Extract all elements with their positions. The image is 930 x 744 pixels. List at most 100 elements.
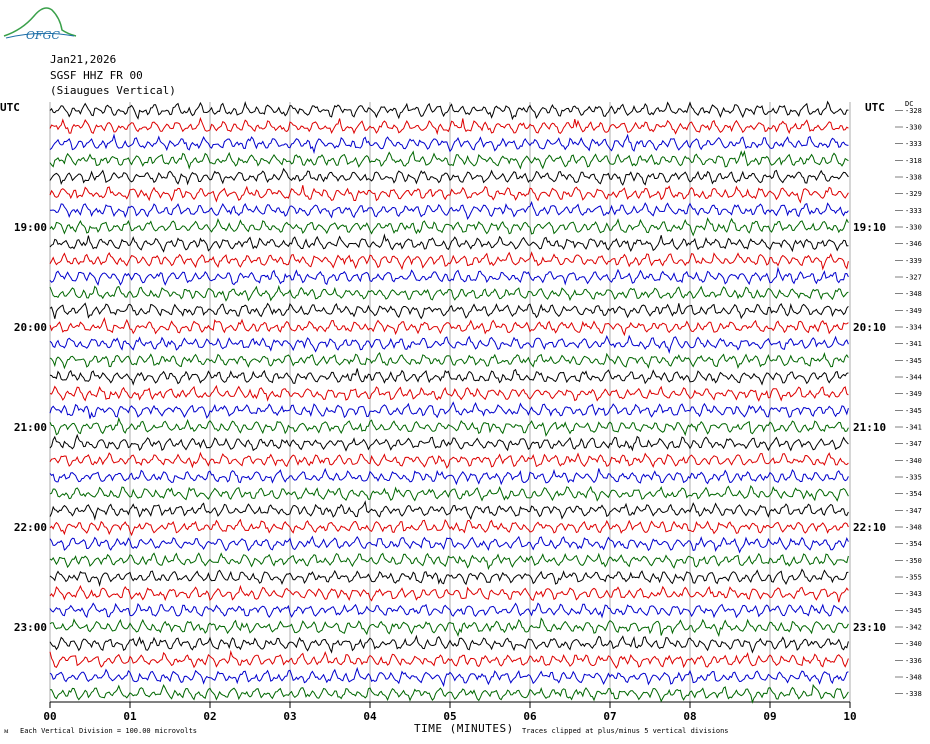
right-hour-label: 21:10: [853, 421, 886, 434]
dc-offset-label: -346: [905, 240, 922, 248]
x-tick-label: 04: [363, 710, 377, 723]
dc-offset-label: -330: [905, 124, 922, 132]
dc-offset-label: -327: [905, 274, 922, 282]
trace-line: [49, 167, 849, 186]
dc-offset-label: -343: [905, 590, 922, 598]
dc-offset-label: -330: [905, 224, 922, 232]
trace-line: [49, 284, 849, 302]
logo: OFGC: [3, 7, 77, 42]
dc-offset-label: -349: [905, 390, 922, 398]
trace-line: [49, 518, 849, 537]
trace-line: [49, 634, 849, 654]
dc-offset-label: -348: [905, 674, 922, 682]
trace-line: [50, 200, 849, 220]
trace-line: [49, 302, 849, 320]
x-tick-label: 06: [523, 710, 537, 723]
right-hour-label: 20:10: [853, 321, 886, 334]
dc-offset-label: -329: [905, 190, 922, 198]
dc-label: DC: [905, 100, 913, 108]
dc-offset-label: -355: [905, 574, 922, 582]
x-tick-label: 00: [43, 710, 56, 723]
x-tick-label: 03: [283, 710, 296, 723]
trace-line: [49, 150, 849, 170]
trace-line: [49, 266, 849, 287]
left-hour-label: 23:00: [14, 621, 47, 634]
right-hour-label: 22:10: [853, 521, 886, 534]
trace-line: [49, 116, 849, 136]
trace-line: [49, 451, 849, 469]
x-tick-label: 02: [203, 710, 216, 723]
x-tick-label: 08: [683, 710, 696, 723]
corner-mark: ᴍ: [4, 727, 9, 735]
trace-line: [49, 568, 849, 587]
trace-line: [49, 316, 849, 337]
trace-line: [49, 185, 849, 204]
dc-offset-label: -334: [905, 324, 922, 332]
trace-line: [49, 617, 849, 638]
x-tick-label: 07: [603, 710, 616, 723]
trace-line: [49, 416, 849, 437]
trace-line: [50, 683, 849, 704]
logo-text: OFGC: [26, 29, 60, 42]
trace-line: [49, 552, 849, 571]
dc-offset-label: -333: [905, 140, 922, 148]
dc-offset-label: -341: [905, 340, 922, 348]
trace-line: [49, 368, 849, 386]
x-tick-label: 01: [123, 710, 137, 723]
dc-offset-label: -354: [905, 490, 922, 498]
dc-offset-label: -354: [905, 540, 922, 548]
dc-offset-label: -338: [905, 174, 922, 182]
left-hour-label: 20:00: [14, 321, 47, 334]
x-tick-label: 05: [443, 710, 456, 723]
dc-offset-label: -342: [905, 624, 922, 632]
header-date: Jan21,2026: [50, 53, 117, 66]
dc-offset-label: -336: [905, 657, 922, 665]
trace-line: [49, 500, 849, 521]
dc-offset-label: -333: [905, 207, 922, 215]
dc-offset-label: -349: [905, 307, 922, 315]
left-hour-label: 19:00: [14, 221, 47, 234]
dc-offset-label: -350: [905, 557, 922, 565]
header-station: SGSF HHZ FR 00: [50, 69, 143, 82]
dc-offset-label: -348: [905, 290, 922, 298]
footer-vertical-division: Each Vertical Division = 100.00 microvol…: [20, 727, 198, 735]
left-hour-label: 21:00: [14, 421, 47, 434]
dc-offset-label: -345: [905, 357, 922, 365]
trace-line: [49, 433, 849, 452]
trace-line: [49, 401, 849, 419]
trace-line: [49, 467, 849, 486]
dc-offset-label: -318: [905, 157, 922, 165]
dc-offset-label: -328: [905, 107, 922, 115]
dc-offset-label: -345: [905, 607, 922, 615]
dc-offset-label: -344: [905, 374, 922, 382]
logo-mountain-icon: [3, 7, 77, 37]
dc-offset-label: -348: [905, 524, 922, 532]
trace-line: [49, 334, 849, 355]
dc-offset-label: -339: [905, 257, 922, 265]
dc-offset-label: -345: [905, 407, 922, 415]
trace-line: [49, 217, 849, 237]
trace-line: [49, 233, 849, 253]
trace-line: [49, 352, 849, 370]
left-axis-label: UTC: [0, 101, 20, 114]
trace-line: [49, 251, 849, 271]
dc-offset-label: -335: [905, 474, 922, 482]
header-location: (Siaugues Vertical): [50, 84, 176, 97]
right-hour-label: 19:10: [853, 221, 886, 234]
trace-line: [49, 602, 849, 619]
trace-line: [49, 584, 849, 603]
right-axis-label: UTC: [865, 101, 885, 114]
trace-line: [49, 485, 849, 502]
trace-line: [49, 649, 849, 669]
x-tick-label: 09: [763, 710, 776, 723]
footer-clipping-note: Traces clipped at plus/minus 5 vertical …: [522, 727, 729, 735]
trace-line: [49, 666, 849, 688]
right-hour-label: 23:10: [853, 621, 886, 634]
dc-offset-label: -340: [905, 640, 922, 648]
dc-offset-label: -341: [905, 424, 922, 432]
x-tick-label: 10: [843, 710, 856, 723]
dc-offset-label: -347: [905, 440, 922, 448]
dc-offset-label: -347: [905, 507, 922, 515]
dc-offset-label: -340: [905, 457, 922, 465]
